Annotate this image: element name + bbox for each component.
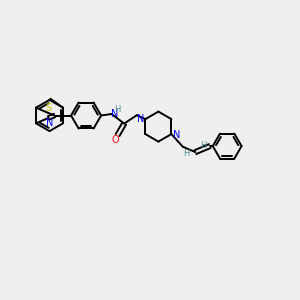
Text: N: N: [173, 130, 180, 140]
Text: N: N: [46, 118, 54, 128]
Text: N: N: [111, 109, 118, 119]
Text: H: H: [183, 149, 190, 158]
Text: N: N: [136, 113, 144, 124]
Text: S: S: [46, 103, 52, 113]
Text: H: H: [201, 141, 207, 150]
Text: O: O: [112, 135, 120, 145]
Text: H: H: [114, 105, 121, 114]
